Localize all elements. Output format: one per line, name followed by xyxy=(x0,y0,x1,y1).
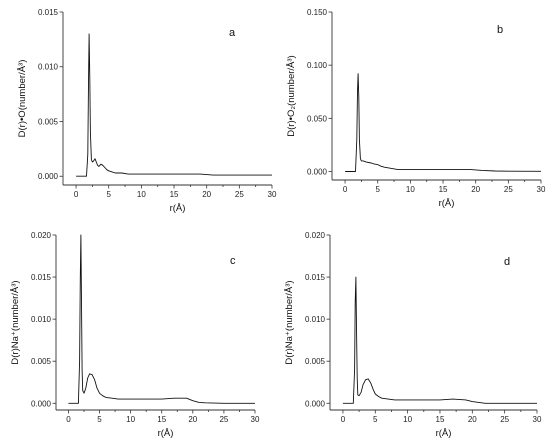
x-tick-label: 10 xyxy=(126,415,135,424)
x-tick-label: 20 xyxy=(202,190,211,199)
x-tick-label: 25 xyxy=(235,190,244,199)
series-line xyxy=(342,276,537,404)
panel-letter: a xyxy=(229,27,236,39)
y-tick-label: 0.020 xyxy=(305,231,326,240)
x-tick-label: 10 xyxy=(403,415,412,424)
x-tick-label: 10 xyxy=(137,190,146,199)
x-tick-label: 20 xyxy=(188,415,197,424)
series-line xyxy=(76,33,272,177)
x-axis-label: r(Å) xyxy=(439,198,455,209)
y-tick-label: 0.005 xyxy=(31,357,52,366)
y-axis-label: D(r)Na⁺(number/Å³) xyxy=(10,280,21,364)
y-tick-label: 0.015 xyxy=(31,273,52,282)
y-tick-label: 0.100 xyxy=(307,61,328,70)
x-tick-label: 5 xyxy=(373,415,378,424)
x-tick-label: 0 xyxy=(66,415,71,424)
x-tick-label: 15 xyxy=(436,415,445,424)
series-line xyxy=(345,73,542,172)
x-tick-label: 0 xyxy=(74,190,79,199)
x-tick-label: 30 xyxy=(268,190,277,199)
panel-d: 0 5 10 15 20 25 30 0.000 0.005 0.010 0.015 0.020 r(Å… xyxy=(284,231,542,439)
x-tick-label: 25 xyxy=(504,185,513,194)
y-tick-label: 0.010 xyxy=(38,63,59,72)
y-tick-label: 0.000 xyxy=(38,172,59,181)
panel-letter: d xyxy=(504,256,510,268)
x-tick-label: 0 xyxy=(341,415,346,424)
panel-b: 0 5 10 15 20 25 30 0.000 0.050 0.100 0.150 r(Å) D(r)… xyxy=(286,8,546,209)
panel-c: 0 5 10 15 20 25 30 0.000 0.005 0.010 0.015 0.020 r(Å… xyxy=(10,231,260,439)
y-tick-label: 0.000 xyxy=(31,399,52,408)
x-tick-label: 15 xyxy=(157,415,166,424)
y-tick-label: 0.015 xyxy=(305,273,326,282)
series-line xyxy=(68,234,255,404)
x-tick-label: 5 xyxy=(375,185,380,194)
y-tick-label: 0.150 xyxy=(307,8,328,17)
x-tick-label: 15 xyxy=(170,190,179,199)
x-tick-label: 20 xyxy=(471,185,480,194)
y-tick-label: 0.020 xyxy=(31,231,52,240)
y-axis-label: D(r)Na⁺(number/Å³) xyxy=(284,280,295,364)
y-tick-label: 0.010 xyxy=(31,315,52,324)
x-tick-label: 5 xyxy=(106,190,111,199)
x-tick-label: 5 xyxy=(97,415,102,424)
x-axis-label: r(Å) xyxy=(158,428,174,439)
x-tick-label: 25 xyxy=(500,415,509,424)
panel-a: 0 5 10 15 20 25 30 0.000 0.005 0.010 0.015 r(Å) D(r)… xyxy=(17,8,277,214)
x-tick-label: 10 xyxy=(406,185,415,194)
x-tick-label: 25 xyxy=(219,415,228,424)
y-tick-label: 0.005 xyxy=(305,357,326,366)
x-tick-label: 30 xyxy=(251,415,260,424)
y-tick-label: 0.005 xyxy=(38,117,59,126)
y-tick-label: 0.000 xyxy=(307,167,328,176)
y-tick-label: 0.015 xyxy=(38,8,59,17)
panel-letter: b xyxy=(497,24,503,36)
y-tick-label: 0.050 xyxy=(307,114,328,123)
y-tick-label: 0.010 xyxy=(305,315,326,324)
x-tick-label: 0 xyxy=(343,185,348,194)
x-axis-label: r(Å) xyxy=(436,428,452,439)
panel-letter: c xyxy=(230,255,236,267)
y-tick-label: 0.000 xyxy=(305,399,326,408)
x-tick-label: 30 xyxy=(537,185,546,194)
y-axis-label: D(r)•O₂(number/Å³) xyxy=(286,55,297,136)
y-axis-label: D(r)•O(number/Å³) xyxy=(17,60,28,138)
x-tick-label: 20 xyxy=(468,415,477,424)
x-tick-label: 30 xyxy=(533,415,542,424)
x-tick-label: 15 xyxy=(439,185,448,194)
x-axis-label: r(Å) xyxy=(170,203,186,214)
